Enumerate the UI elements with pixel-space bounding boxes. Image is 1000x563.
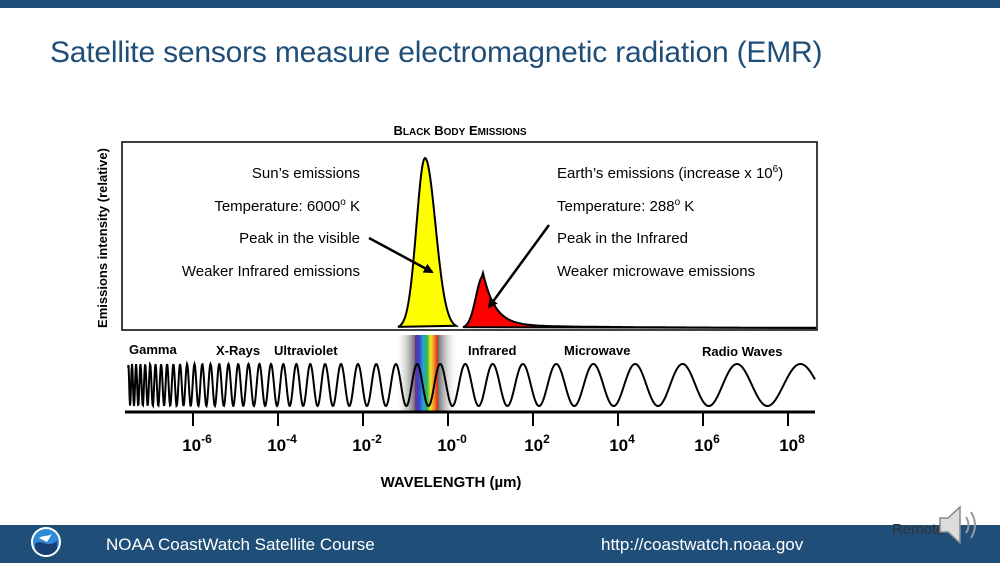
top-bar (0, 0, 1000, 8)
em-wave (127, 360, 816, 409)
chart-title: BLACK BODY EMISSIONS (393, 123, 526, 138)
axis-tick-label: 10-6 (182, 432, 212, 455)
band-gamma: Gamma (129, 342, 177, 357)
earth-arrow (487, 224, 551, 309)
axis-tick-label: 10-4 (267, 432, 297, 455)
earth-label-microwave: Weaker microwave emissions (557, 263, 755, 280)
axis-tick-label: 102 (524, 432, 550, 455)
axis-tick-label: 10-0 (437, 432, 467, 455)
footer-course-name: NOAA CoastWatch Satellite Course (106, 535, 375, 554)
sun-label-infrared: Weaker Infrared emissions (182, 263, 360, 280)
band-xrays: X-Rays (216, 343, 260, 358)
remote-label: Remote (892, 521, 945, 538)
y-axis-label: Emissions intensity (relative) (95, 148, 110, 328)
earth-label-peak: Peak in the Infrared (557, 230, 688, 247)
sun-label-temperature: Temperature: 6000o K (214, 197, 360, 215)
visible-shade-right (438, 335, 458, 413)
x-axis-label: WAVELENGTH (µm) (381, 474, 522, 491)
axis-tick-label: 108 (779, 432, 805, 455)
sun-label-emissions: Sun’s emissions (252, 165, 360, 182)
plot-frame (121, 141, 818, 331)
axis-ticks (192, 412, 789, 426)
sun-emission-curve (397, 156, 460, 328)
axis-tick-label: 104 (609, 432, 635, 455)
axis-tick-label: 10-2 (352, 432, 382, 455)
band-infrared: Infrared (468, 343, 516, 358)
footer-bar (0, 525, 1000, 563)
speaker-icon[interactable] (934, 500, 988, 550)
footer-url[interactable]: http://coastwatch.noaa.gov (601, 535, 804, 554)
earth-label-emissions: Earth’s emissions (increase x 106) (557, 164, 783, 182)
axis-tick-label: 106 (694, 432, 720, 455)
sun-label-peak: Peak in the visible (239, 230, 360, 247)
band-microwave: Microwave (564, 343, 630, 358)
band-radio-waves: Radio Waves (702, 344, 782, 359)
earth-label-temperature: Temperature: 288o K (557, 197, 694, 215)
axis-tick-labels: 10-6 10-4 10-2 10-0 102 104 106 108 (182, 432, 805, 455)
earth-emission-curve (462, 269, 816, 330)
sun-arrow (368, 236, 434, 274)
slide-title: Satellite sensors measure electromagneti… (50, 36, 823, 69)
band-ultraviolet: Ultraviolet (274, 343, 338, 358)
noaa-logo-icon (31, 527, 61, 557)
